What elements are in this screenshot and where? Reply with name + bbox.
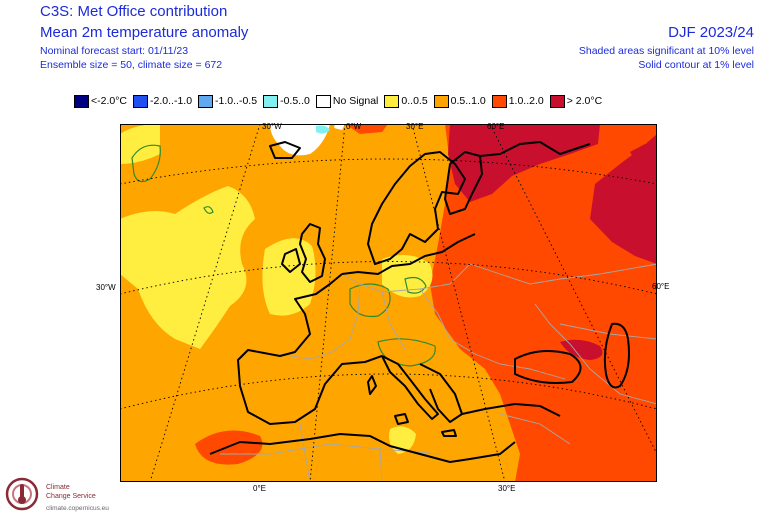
legend-swatch [549, 94, 565, 108]
legend-label: 1.0..2.0 [508, 95, 544, 107]
thermometer-logo-icon [5, 477, 39, 511]
legend-item: No Signal [315, 94, 379, 108]
legend-swatch [74, 94, 89, 108]
legend-item: 0.5..1.0 [433, 94, 486, 108]
copernicus-logo: Climate Change Service climate.copernicu… [4, 474, 124, 518]
grid-label-30e-top: 30°E [406, 122, 424, 131]
significance-contour [203, 206, 214, 214]
map-title: C3S: Met Office contribution [40, 3, 228, 20]
logo-name-line2: Change Service [46, 493, 96, 500]
legend-item: 0..0.5 [384, 94, 428, 108]
no-signal-area [270, 124, 330, 156]
legend-label: -1.0..-0.5 [215, 95, 258, 107]
country-borders [220, 263, 657, 482]
grid-label-60e-right: 60°E [652, 282, 670, 291]
grid-label-0e-bottom: 0°E [253, 484, 266, 493]
legend-label: 0..0.5 [401, 95, 428, 107]
legend-label: -2.0..-1.0 [150, 95, 193, 107]
logo-name-line1: Climate [46, 484, 70, 491]
legend-label: > 2.0°C [566, 95, 603, 107]
temperature-anomaly-map [120, 124, 657, 482]
legend-label: 0.5..1.0 [450, 95, 486, 107]
legend-swatch [491, 94, 507, 108]
grid-label-30e-bottom: 30°E [498, 484, 516, 493]
season-label: DJF 2023/24 [668, 24, 754, 41]
legend-swatch [315, 94, 331, 108]
legend-item: -2.0..-1.0 [133, 94, 193, 108]
anomaly-field-darkred [630, 144, 648, 160]
anomaly-field-red [345, 124, 388, 134]
legend-label: No Signal [332, 95, 379, 107]
legend-item: <-2.0°C [74, 94, 128, 108]
significance-contour [404, 276, 427, 294]
legend-swatch [263, 94, 279, 108]
graticule [120, 124, 657, 482]
coastlines [209, 141, 630, 463]
legend-item: 1.0..2.0 [491, 94, 544, 108]
legend-swatch [133, 94, 149, 108]
anomaly-field-darkred [590, 134, 657, 264]
anomaly-field-yellow [262, 238, 316, 316]
legend-item: -0.5..0 [263, 94, 310, 108]
legend-label: -0.5..0 [280, 95, 310, 107]
anomaly-field-yellow [120, 124, 160, 164]
anomaly-field-darkred [448, 124, 600, 202]
logo-url: climate.copernicus.eu [46, 505, 109, 512]
grid-label-60e-top: 60°E [487, 122, 505, 131]
cool-anomaly-area [316, 125, 330, 134]
color-legend: <-2.0°C -2.0..-1.0 -1.0..-0.5 -0.5..0 No… [74, 93, 608, 109]
contour-note: Solid contour at 1% level [638, 59, 754, 71]
legend-label: <-2.0°C [91, 95, 128, 107]
map-subtitle: Mean 2m temperature anomaly [40, 24, 249, 41]
legend-item: -1.0..-0.5 [198, 94, 258, 108]
grid-label-0w-top: 0°W [346, 122, 362, 131]
legend-swatch [433, 94, 449, 108]
map-frame [120, 124, 657, 482]
anomaly-field-yellow [120, 186, 255, 349]
legend-item: > 2.0°C [549, 94, 603, 108]
legend-swatch [384, 94, 400, 108]
no-signal-area [334, 124, 345, 130]
legend-swatch [198, 94, 214, 108]
significance-note: Shaded areas significant at 10% level [578, 45, 754, 57]
grid-label-30w-left: 30°W [96, 283, 116, 292]
forecast-start-text: Nominal forecast start: 01/11/23 [40, 45, 189, 57]
grid-label-30w-top: 30°W [262, 122, 282, 131]
ensemble-size-text: Ensemble size = 50, climate size = 672 [40, 59, 223, 71]
